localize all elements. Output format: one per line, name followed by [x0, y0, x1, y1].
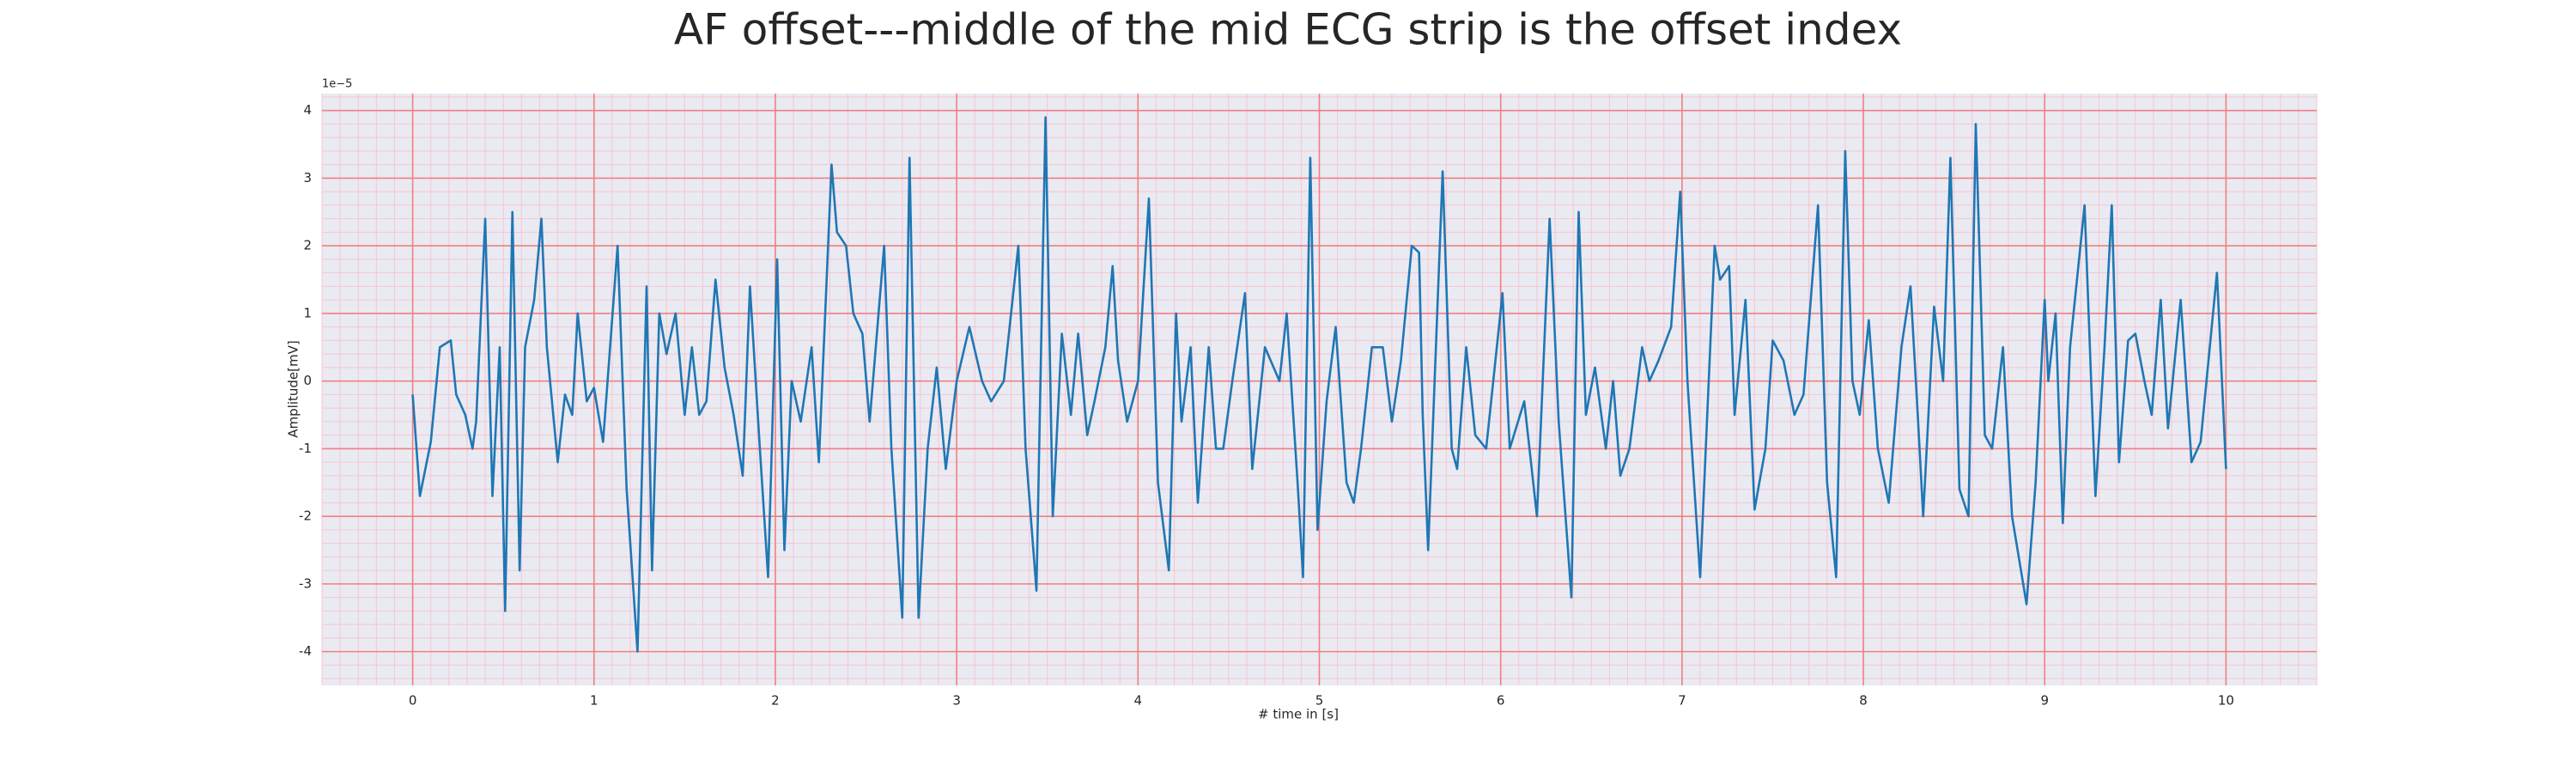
y-tick-label: -1 [299, 441, 312, 456]
y-tick-label: 3 [303, 170, 312, 186]
x-tick-label: 10 [2218, 693, 2234, 709]
x-tick-label: 1 [590, 693, 598, 709]
x-tick-label: 9 [2040, 693, 2049, 709]
signal-line [411, 116, 2227, 653]
y-tick-label: -3 [299, 575, 312, 591]
y-offset-label: 1e−5 [322, 78, 352, 91]
y-tick-label: -2 [299, 508, 312, 524]
y-tick-label: 0 [303, 373, 312, 388]
x-tick-label: 8 [1859, 693, 1868, 709]
y-tick-label: 2 [303, 238, 312, 253]
x-tick-label: 5 [1315, 693, 1324, 709]
chart-title: AF offset---middle of the mid ECG strip … [674, 5, 1902, 55]
x-tick-label: 0 [409, 693, 417, 709]
x-tick-label: 2 [771, 693, 780, 709]
y-tick-label: 1 [303, 305, 312, 320]
x-tick-label: 4 [1134, 693, 1143, 709]
x-axis-label: # time in [s] [1258, 707, 1339, 722]
x-tick-label: 3 [952, 693, 961, 709]
y-tick-label: 4 [303, 102, 312, 118]
y-tick-label: -4 [299, 643, 312, 659]
x-tick-label: 6 [1497, 693, 1505, 709]
x-tick-label: 7 [1678, 693, 1686, 709]
y-axis-label: Amplitude[mV] [286, 340, 301, 437]
